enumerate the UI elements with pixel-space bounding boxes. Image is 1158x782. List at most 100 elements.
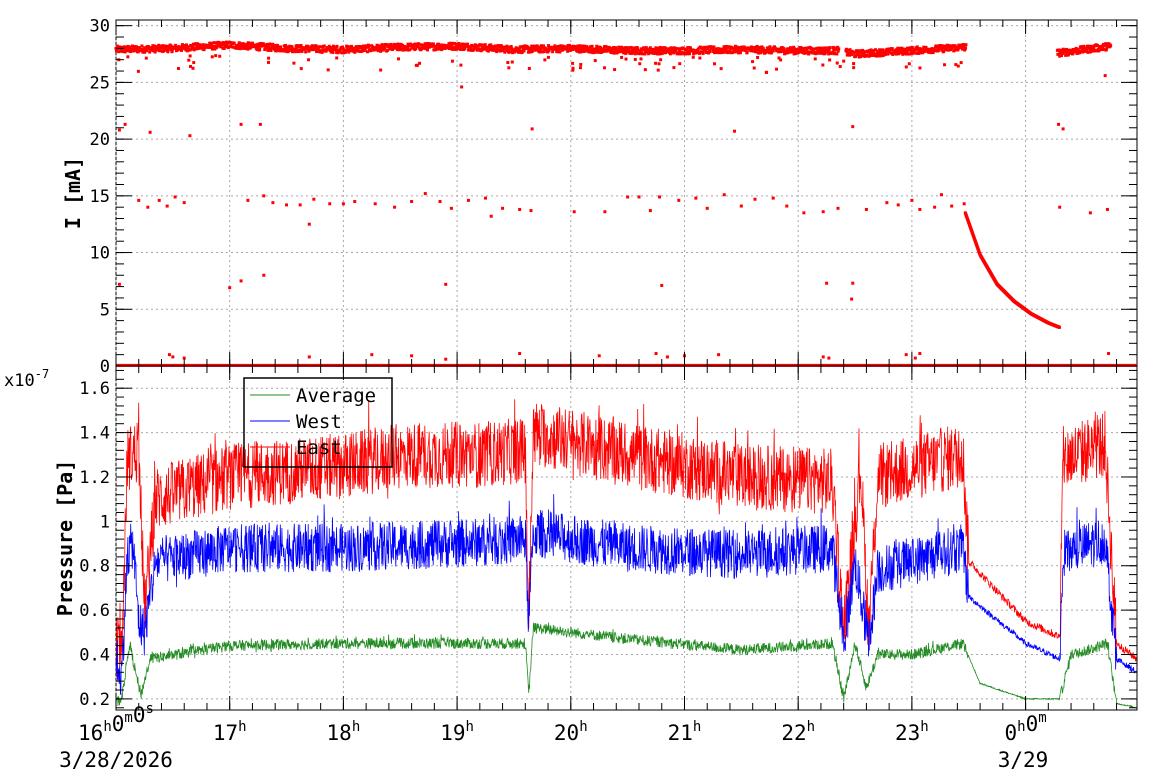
current-point <box>214 54 218 58</box>
current-point <box>855 49 859 53</box>
current-point <box>210 55 214 59</box>
legend-entry-east: East <box>250 437 342 459</box>
current-outlier-point <box>489 214 493 218</box>
current-point <box>617 45 621 49</box>
pressure-panel: 0.2 0.4 0.6 0.8 1 1.2 1.4 1.6 x10-7 Pressure [P… <box>4 365 1138 711</box>
current-point <box>749 49 753 53</box>
current-point <box>722 47 726 51</box>
current-outlier-point <box>939 193 943 197</box>
current-point <box>954 63 958 67</box>
current-point <box>728 50 732 54</box>
current-point <box>326 68 330 72</box>
current-point <box>608 46 612 50</box>
current-y-ticks: 0 5 10 15 20 25 30 <box>90 17 1137 377</box>
current-point <box>207 45 211 49</box>
current-point <box>1081 48 1085 52</box>
current-point <box>656 49 660 53</box>
current-point <box>543 58 547 62</box>
current-point <box>334 47 338 51</box>
pressure-exponent-label: x10-7 <box>4 367 49 391</box>
current-point <box>902 49 906 53</box>
current-point <box>276 45 280 49</box>
current-outlier-point <box>913 356 917 360</box>
current-outlier-point <box>188 134 192 138</box>
current-point <box>917 51 921 55</box>
xtick-label-1: 17h <box>213 719 247 745</box>
current-point <box>589 48 593 52</box>
current-point <box>876 49 880 53</box>
current-point <box>931 50 935 54</box>
current-point <box>889 51 893 55</box>
current-outlier-point <box>165 204 169 208</box>
current-point <box>186 46 190 50</box>
current-point <box>471 48 475 52</box>
current-point <box>166 48 170 52</box>
current-point <box>152 44 156 48</box>
current-point <box>581 44 585 48</box>
current-point <box>192 48 196 52</box>
current-point <box>815 47 819 51</box>
current-point <box>397 57 401 61</box>
current-point <box>684 48 688 52</box>
current-point <box>711 47 715 51</box>
current-point <box>1087 46 1091 50</box>
current-point <box>685 50 689 54</box>
current-point <box>658 45 662 49</box>
current-point <box>1090 49 1094 53</box>
current-point <box>192 61 196 65</box>
current-point <box>831 50 835 54</box>
current-point <box>736 48 740 52</box>
current-point <box>189 64 193 68</box>
current-point <box>210 41 214 45</box>
current-point <box>912 50 916 54</box>
current-point <box>719 67 723 71</box>
current-point <box>777 56 781 60</box>
current-outlier-point <box>307 355 311 359</box>
current-point <box>947 48 951 52</box>
legend: Average West East <box>243 377 393 468</box>
current-point <box>545 47 549 51</box>
current-point <box>907 52 911 56</box>
current-point <box>910 52 914 56</box>
current-point <box>857 53 861 57</box>
current-point <box>1089 50 1093 54</box>
current-point <box>918 66 922 70</box>
current-point <box>915 45 919 49</box>
current-outlier-point <box>529 209 533 213</box>
current-point <box>365 50 369 54</box>
current-point <box>552 46 556 50</box>
current-point <box>136 69 140 73</box>
current-point <box>871 51 875 55</box>
current-point <box>231 45 235 49</box>
current-point <box>403 48 407 52</box>
current-point <box>777 50 781 54</box>
current-point <box>1074 50 1078 54</box>
current-point <box>956 64 960 68</box>
current-outlier-point <box>518 207 522 211</box>
current-outlier-point <box>705 206 709 210</box>
current-point <box>633 52 637 56</box>
current-outlier-point <box>373 202 377 206</box>
current-point <box>457 42 461 46</box>
current-point <box>287 48 291 52</box>
current-point <box>284 49 288 53</box>
current-point <box>1063 48 1067 52</box>
current-outlier-point <box>1088 211 1092 215</box>
current-point <box>331 50 335 54</box>
current-point <box>1092 46 1096 50</box>
current-point <box>237 41 241 45</box>
pressure-ytick-label-3: 0.8 <box>79 557 110 577</box>
current-point <box>448 41 452 45</box>
current-point <box>687 49 691 53</box>
current-point <box>346 48 350 52</box>
current-point <box>304 50 308 54</box>
current-outlier-point <box>167 353 171 357</box>
current-point <box>863 50 867 54</box>
current-point <box>962 43 966 47</box>
current-point <box>1063 50 1067 54</box>
current-point <box>602 47 606 51</box>
current-point <box>633 57 637 61</box>
current-point <box>718 51 722 55</box>
current-point <box>225 40 229 44</box>
current-point <box>755 44 759 48</box>
